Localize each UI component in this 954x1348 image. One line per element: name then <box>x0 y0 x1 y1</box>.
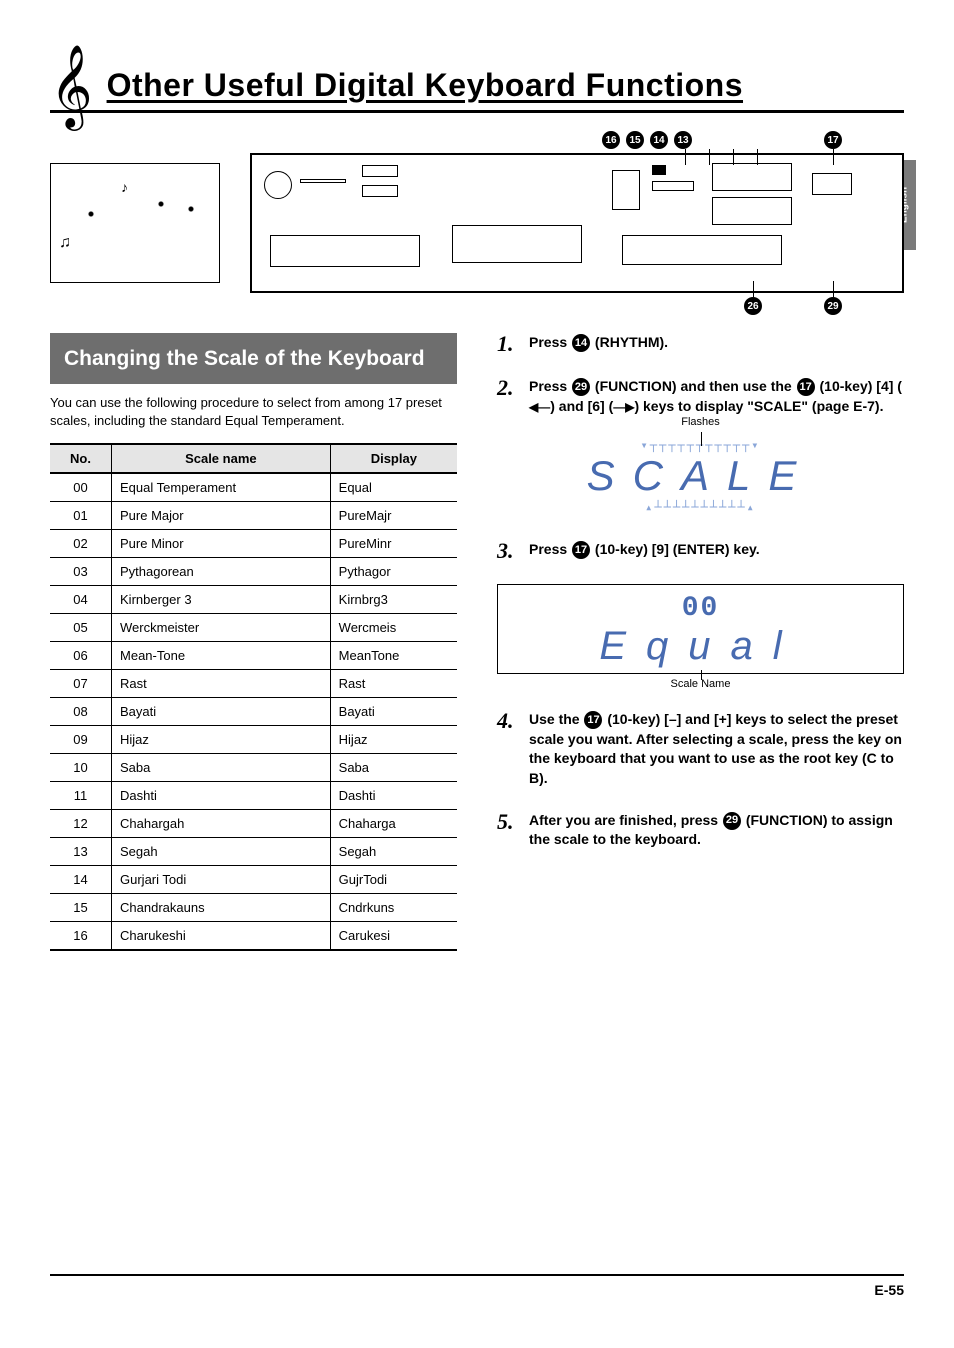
page-number: E-55 <box>874 1282 904 1298</box>
table-row: 12ChahargahChaharga <box>50 809 457 837</box>
table-row: 09HijazHijaz <box>50 725 457 753</box>
scales-table: No. Scale name Display 00Equal Temperame… <box>50 443 457 951</box>
table-row: 08BayatiBayati <box>50 697 457 725</box>
arrow-left-icon: ◀— <box>529 399 550 416</box>
table-row: 01Pure MajorPureMajr <box>50 501 457 529</box>
callout-29: 29 <box>824 297 842 315</box>
step3-body: Press 17 (10-key) [9] (ENTER) key. <box>529 540 904 562</box>
ref-17-icon: 17 <box>797 378 815 396</box>
ref-17c-icon: 17 <box>584 711 602 729</box>
th-display: Display <box>330 444 457 473</box>
lcd-scale-word: SCALE <box>571 452 831 500</box>
lcd-equal-num: 00 <box>514 593 887 624</box>
table-row: 11DashtiDashti <box>50 781 457 809</box>
page-title: Other Useful Digital Keyboard Functions <box>107 67 743 104</box>
table-row: 13SegahSegah <box>50 837 457 865</box>
step2-num: 2. <box>497 377 519 416</box>
table-row: 02Pure MinorPureMinr <box>50 529 457 557</box>
table-row: 04Kirnberger 3Kirnbrg3 <box>50 585 457 613</box>
table-row: 00Equal TemperamentEqual <box>50 473 457 502</box>
table-row: 16CharukeshiCarukesi <box>50 921 457 950</box>
step5-body: After you are finished, press 29 (FUNCTI… <box>529 811 904 850</box>
lcd-equal-display: 00 Equal <box>497 584 904 674</box>
ref-29b-icon: 29 <box>723 812 741 830</box>
ref-17b-icon: 17 <box>572 541 590 559</box>
step4-body: Use the 17 (10-key) [–] and [+] keys to … <box>529 710 904 788</box>
illustration-people <box>50 163 220 283</box>
lcd-scale-display: Flashes ▾┬┬┬┬┬┬┬┬┬┬┬▾ SCALE ▴┴┴┴┴┴┴┴┴┴┴▴ <box>571 438 831 514</box>
th-no: No. <box>50 444 112 473</box>
treble-clef-icon: 𝄞 <box>50 50 93 122</box>
callout-14: 14 <box>650 131 668 149</box>
section-heading: Changing the Scale of the Keyboard <box>50 333 457 384</box>
th-name: Scale name <box>112 444 331 473</box>
lcd-caption: Scale Name <box>497 678 904 690</box>
ref-14-icon: 14 <box>572 334 590 352</box>
arrow-right-icon: —▶ <box>613 399 634 416</box>
callout-26: 26 <box>744 297 762 315</box>
flashes-label: Flashes <box>681 416 720 428</box>
step3-num: 3. <box>497 540 519 562</box>
step1-body: Press 14 (RHYTHM). <box>529 333 904 355</box>
table-row: 03PythagoreanPythagor <box>50 557 457 585</box>
callout-17: 17 <box>824 131 842 149</box>
callout-15: 15 <box>626 131 644 149</box>
ref-29-icon: 29 <box>572 378 590 396</box>
table-row: 14Gurjari TodiGujrTodi <box>50 865 457 893</box>
keyboard-panel-diagram: 16 15 14 13 17 26 29 <box>250 153 904 293</box>
table-row: 05WerckmeisterWercmeis <box>50 613 457 641</box>
section-intro: You can use the following procedure to s… <box>50 394 457 430</box>
callout-16: 16 <box>602 131 620 149</box>
callout-13: 13 <box>674 131 692 149</box>
step4-num: 4. <box>497 710 519 788</box>
step2-body: Press 29 (FUNCTION) and then use the 17 … <box>529 377 904 416</box>
table-row: 07RastRast <box>50 669 457 697</box>
table-row: 10SabaSaba <box>50 753 457 781</box>
lcd-equal-word: Equal <box>514 624 887 669</box>
step1-num: 1. <box>497 333 519 355</box>
table-row: 06Mean-ToneMeanTone <box>50 641 457 669</box>
table-row: 15ChandrakaunsCndrkuns <box>50 893 457 921</box>
step5-num: 5. <box>497 811 519 850</box>
